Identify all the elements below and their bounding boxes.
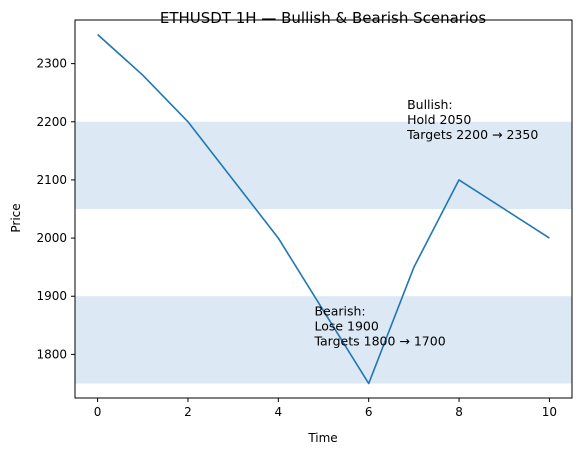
annotation-line: Hold 2050 [407,112,471,127]
annotation-line: Targets 1800 → 1700 [313,333,445,348]
x-tick-label: 8 [455,405,463,419]
y-tick-label: 2200 [36,115,67,129]
annotations: Bullish: Hold 2050 Targets 2200 → 2350 Bear… [313,97,538,348]
x-tick-label: 0 [94,405,102,419]
y-tick-label: 1800 [36,347,67,361]
x-tick-label: 2 [184,405,192,419]
x-axis-label: Time [307,431,337,445]
annotation-1: Bearish: Lose 1900 Targets 1800 → 1700 [313,303,445,348]
annotation-0: Bullish: Hold 2050 Targets 2200 → 2350 [406,97,538,142]
annotation-line: Bullish: [407,97,453,112]
y-axis-ticks: 1800 1900 2000 2100 2200 2300 [36,57,75,361]
y-tick-label: 2100 [36,173,67,187]
annotation-line: Targets 2200 → 2350 [406,127,538,142]
y-tick-label: 2000 [36,231,67,245]
y-tick-label: 2300 [36,57,67,71]
price-series [97,33,550,385]
plot-frame [74,19,573,399]
scenario-band-0 [75,121,572,209]
annotation-line: Bearish: [314,303,365,318]
x-tick-label: 10 [542,405,557,419]
y-tick-label: 1900 [36,289,67,303]
y-axis-label: Price [9,203,23,232]
chart-title: ETHUSDT 1H — Bullish & Bearish Scenarios [160,9,486,27]
annotation-line: Lose 1900 [314,318,378,333]
x-tick-label: 4 [274,405,282,419]
series-line-0 [97,33,550,385]
x-axis-ticks: 0 2 4 6 8 10 [94,398,557,419]
x-tick-label: 6 [365,405,373,419]
